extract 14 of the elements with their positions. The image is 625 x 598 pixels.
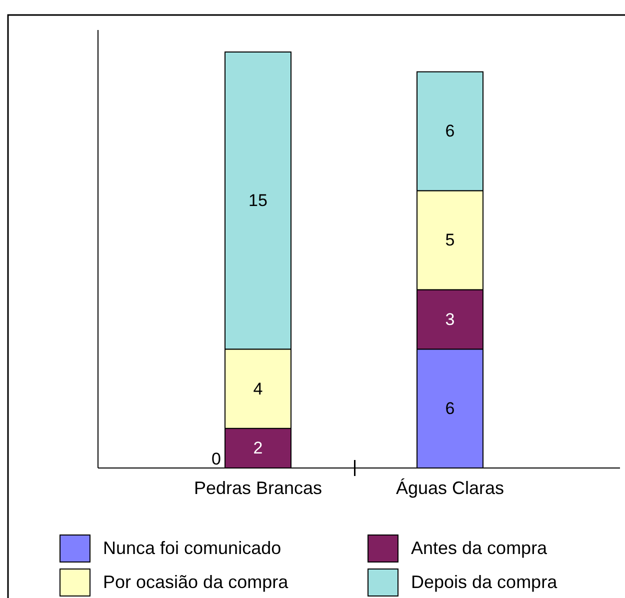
data-label: 3 [445, 310, 455, 329]
data-label: 4 [253, 379, 263, 398]
x-tick-label: Pedras Brancas [194, 478, 322, 498]
data-label: 15 [248, 191, 268, 210]
annotation: 0 [212, 450, 221, 468]
data-label: 6 [445, 399, 455, 418]
legend-label: Nunca foi comunicado [103, 538, 282, 558]
data-label: 2 [253, 438, 263, 458]
data-label: 5 [445, 230, 455, 250]
data-label: 6 [445, 122, 455, 141]
legend-label: Antes da compra [411, 538, 548, 558]
legend-label: Depois da compra [411, 572, 558, 592]
legend-label: Por ocasião da compra [103, 572, 290, 592]
x-tick-label: Águas Claras [396, 478, 504, 498]
